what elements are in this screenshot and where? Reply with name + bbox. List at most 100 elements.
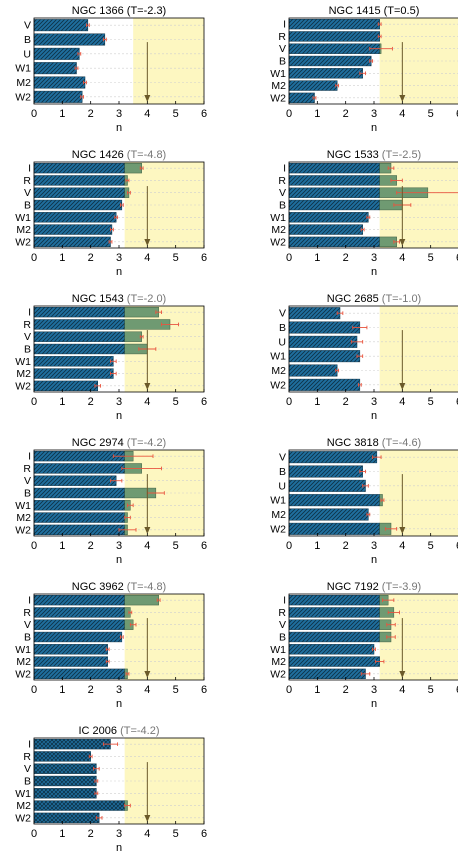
bar <box>33 343 125 355</box>
x-tick-label: 0 <box>286 540 292 552</box>
x-tick-label: 6 <box>201 396 207 408</box>
bar <box>33 668 125 680</box>
arrow-head <box>399 383 406 390</box>
x-tick-label: 4 <box>144 252 150 264</box>
category-label: W1 <box>15 500 31 512</box>
bar <box>288 350 361 363</box>
bar <box>288 18 380 30</box>
bar <box>33 644 108 655</box>
bar <box>33 751 91 762</box>
panel-name: NGC 1426 <box>72 149 127 161</box>
x-tick-label: 3 <box>116 540 122 552</box>
panel-title: NGC 1366 (T=-2.3) <box>72 5 166 17</box>
category-label: W1 <box>15 788 31 800</box>
category-label: R <box>23 751 31 763</box>
panel-type: (T=-4.2) <box>127 437 166 449</box>
bar <box>33 512 125 523</box>
bar <box>33 368 114 379</box>
x-tick-label: 4 <box>144 540 150 552</box>
bar <box>288 335 358 348</box>
category-label: W2 <box>15 524 31 536</box>
arrow-head <box>144 95 151 102</box>
category-label: W1 <box>270 212 286 224</box>
x-tick-label: 5 <box>173 828 179 840</box>
bar <box>288 479 366 492</box>
category-label: U <box>278 336 286 348</box>
category-label: I <box>28 163 31 175</box>
bar <box>33 331 125 342</box>
bar <box>288 68 363 79</box>
x-axis-label: n <box>116 842 122 854</box>
panel-type: (T=-1.0) <box>382 293 421 305</box>
x-tick-label: 6 <box>201 828 207 840</box>
category-label: V <box>24 619 31 631</box>
category-label: W1 <box>270 68 286 80</box>
category-label: M2 <box>271 365 286 377</box>
bar <box>33 187 125 198</box>
panel-name: NGC 1415 <box>329 5 384 17</box>
category-label: W1 <box>15 356 31 368</box>
bar <box>33 47 80 60</box>
panel-name: IC 2006 <box>78 725 120 737</box>
panel-title: NGC 3818 (T=-4.6) <box>327 437 421 449</box>
arrow-head <box>144 383 151 390</box>
category-label: R <box>23 175 31 187</box>
category-label: B <box>24 632 31 644</box>
x-tick-label: 4 <box>399 684 405 696</box>
panel-title: NGC 1415 (T=0.5) <box>329 5 420 17</box>
bar <box>288 199 380 211</box>
bar <box>33 800 125 811</box>
x-tick-label: 3 <box>116 396 122 408</box>
category-label: W2 <box>270 668 286 680</box>
x-tick-label: 1 <box>314 684 320 696</box>
category-label: M2 <box>271 656 286 668</box>
category-label: I <box>28 451 31 463</box>
bar-excess <box>124 594 159 606</box>
x-tick-label: 0 <box>286 252 292 264</box>
arrow-head <box>144 671 151 678</box>
bar <box>288 594 380 606</box>
bar <box>288 364 338 377</box>
panel-type: (T=-4.2) <box>120 725 159 737</box>
x-axis-label: n <box>116 266 122 278</box>
threshold-band <box>379 450 458 536</box>
category-label: W2 <box>15 236 31 248</box>
category-label: W2 <box>270 523 286 535</box>
bar <box>33 450 125 462</box>
panel-title: NGC 2974 (T=-4.2) <box>72 437 166 449</box>
x-axis-label: n <box>371 122 377 134</box>
category-label: V <box>279 452 286 464</box>
bar <box>288 378 361 391</box>
x-tick-label: 0 <box>31 108 37 120</box>
bar <box>33 319 125 330</box>
bar <box>288 644 375 655</box>
category-label: B <box>24 344 31 356</box>
threshold-band <box>379 306 458 392</box>
panel-title: NGC 1426 (T=-4.8) <box>72 149 166 161</box>
panel-type: (T=-4.8) <box>127 149 166 161</box>
panel-name: NGC 7192 <box>327 581 382 593</box>
panel-title: NGC 7192 (T=-3.9) <box>327 581 421 593</box>
category-label: R <box>278 607 286 619</box>
category-label: I <box>28 739 31 751</box>
category-label: M2 <box>16 656 31 668</box>
bar <box>288 668 366 680</box>
panel-name: NGC 2685 <box>327 293 382 305</box>
x-tick-label: 6 <box>456 540 458 552</box>
arrow-head <box>399 95 406 102</box>
x-tick-label: 1 <box>314 108 320 120</box>
bar <box>288 162 380 174</box>
bar-excess <box>124 162 142 174</box>
bar <box>288 656 380 667</box>
bar <box>288 494 380 507</box>
x-tick-label: 3 <box>116 828 122 840</box>
category-label: W1 <box>15 644 31 656</box>
x-tick-label: 5 <box>173 252 179 264</box>
category-label: W2 <box>15 668 31 680</box>
x-tick-label: 5 <box>173 108 179 120</box>
bar <box>288 31 380 42</box>
x-tick-label: 2 <box>88 684 94 696</box>
category-label: R <box>23 463 31 475</box>
